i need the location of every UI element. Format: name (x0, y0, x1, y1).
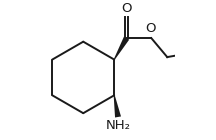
Polygon shape (114, 95, 121, 117)
Text: O: O (121, 2, 132, 15)
Text: NH₂: NH₂ (106, 119, 131, 132)
Text: O: O (145, 22, 156, 35)
Polygon shape (114, 37, 129, 60)
